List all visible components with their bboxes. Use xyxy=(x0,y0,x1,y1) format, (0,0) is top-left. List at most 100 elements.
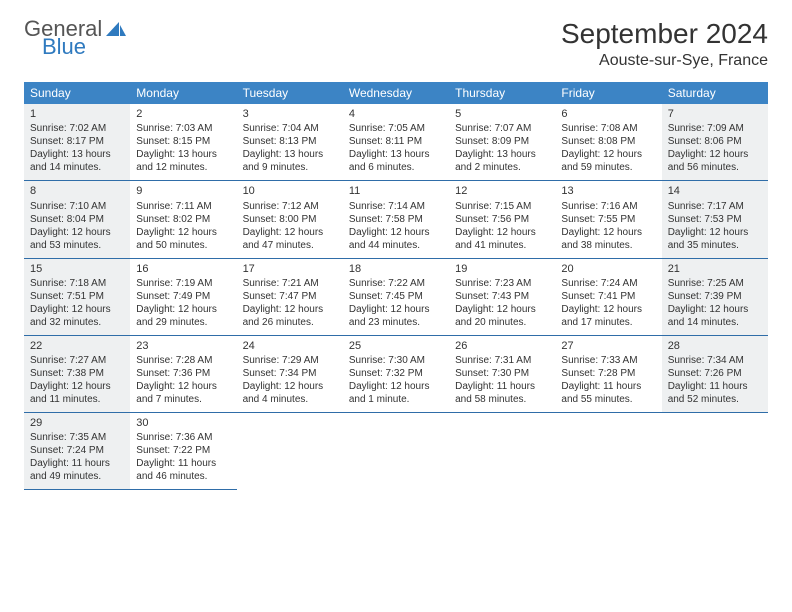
sunset-text: Sunset: 7:28 PM xyxy=(561,367,655,380)
day-number: 1 xyxy=(30,107,124,121)
day-cell: 13Sunrise: 7:16 AMSunset: 7:55 PMDayligh… xyxy=(555,181,661,258)
sunrise-text: Sunrise: 7:15 AM xyxy=(455,200,549,213)
sunrise-text: Sunrise: 7:12 AM xyxy=(243,200,337,213)
daylight-text: Daylight: 13 hours xyxy=(349,148,443,161)
daylight-text: Daylight: 12 hours xyxy=(561,303,655,316)
logo: General Blue xyxy=(24,18,126,58)
daylight-text: Daylight: 12 hours xyxy=(243,226,337,239)
day-cell: 12Sunrise: 7:15 AMSunset: 7:56 PMDayligh… xyxy=(449,181,555,258)
calendar-week-row: 15Sunrise: 7:18 AMSunset: 7:51 PMDayligh… xyxy=(24,258,768,335)
daylight-text: and 4 minutes. xyxy=(243,393,337,406)
day-number: 26 xyxy=(455,339,549,353)
sunrise-text: Sunrise: 7:16 AM xyxy=(561,200,655,213)
sunset-text: Sunset: 8:15 PM xyxy=(136,135,230,148)
sunrise-text: Sunrise: 7:02 AM xyxy=(30,122,124,135)
logo-sail-icon xyxy=(106,22,126,36)
daylight-text: and 41 minutes. xyxy=(455,239,549,252)
weekday-header: Thursday xyxy=(449,82,555,104)
sunset-text: Sunset: 7:45 PM xyxy=(349,290,443,303)
day-number: 8 xyxy=(30,184,124,198)
sunrise-text: Sunrise: 7:04 AM xyxy=(243,122,337,135)
sunset-text: Sunset: 7:43 PM xyxy=(455,290,549,303)
sunset-text: Sunset: 7:41 PM xyxy=(561,290,655,303)
header: General Blue September 2024 Aouste-sur-S… xyxy=(24,18,768,70)
daylight-text: Daylight: 13 hours xyxy=(136,148,230,161)
sunset-text: Sunset: 8:06 PM xyxy=(668,135,762,148)
empty-cell xyxy=(449,413,555,490)
day-number: 9 xyxy=(136,184,230,198)
day-number: 3 xyxy=(243,107,337,121)
daylight-text: and 14 minutes. xyxy=(668,316,762,329)
sunrise-text: Sunrise: 7:21 AM xyxy=(243,277,337,290)
daylight-text: and 12 minutes. xyxy=(136,161,230,174)
empty-cell xyxy=(237,413,343,490)
day-number: 10 xyxy=(243,184,337,198)
sunrise-text: Sunrise: 7:29 AM xyxy=(243,354,337,367)
sunrise-text: Sunrise: 7:24 AM xyxy=(561,277,655,290)
day-number: 4 xyxy=(349,107,443,121)
weekday-header: Tuesday xyxy=(237,82,343,104)
daylight-text: and 46 minutes. xyxy=(136,470,230,483)
day-number: 16 xyxy=(136,262,230,276)
daylight-text: and 32 minutes. xyxy=(30,316,124,329)
daylight-text: and 49 minutes. xyxy=(30,470,124,483)
day-cell: 5Sunrise: 7:07 AMSunset: 8:09 PMDaylight… xyxy=(449,104,555,181)
weekday-header: Sunday xyxy=(24,82,130,104)
empty-cell xyxy=(343,413,449,490)
day-number: 23 xyxy=(136,339,230,353)
weekday-header: Wednesday xyxy=(343,82,449,104)
day-number: 6 xyxy=(561,107,655,121)
daylight-text: Daylight: 12 hours xyxy=(243,380,337,393)
calendar-week-row: 1Sunrise: 7:02 AMSunset: 8:17 PMDaylight… xyxy=(24,104,768,181)
daylight-text: Daylight: 11 hours xyxy=(668,380,762,393)
sunset-text: Sunset: 7:49 PM xyxy=(136,290,230,303)
day-cell: 7Sunrise: 7:09 AMSunset: 8:06 PMDaylight… xyxy=(662,104,768,181)
sunset-text: Sunset: 8:02 PM xyxy=(136,213,230,226)
sunset-text: Sunset: 8:08 PM xyxy=(561,135,655,148)
day-cell: 23Sunrise: 7:28 AMSunset: 7:36 PMDayligh… xyxy=(130,335,236,412)
daylight-text: Daylight: 12 hours xyxy=(136,226,230,239)
day-number: 15 xyxy=(30,262,124,276)
daylight-text: Daylight: 12 hours xyxy=(455,226,549,239)
sunrise-text: Sunrise: 7:34 AM xyxy=(668,354,762,367)
daylight-text: and 47 minutes. xyxy=(243,239,337,252)
daylight-text: Daylight: 12 hours xyxy=(349,303,443,316)
title-block: September 2024 Aouste-sur-Sye, France xyxy=(561,18,768,70)
day-number: 24 xyxy=(243,339,337,353)
sunrise-text: Sunrise: 7:14 AM xyxy=(349,200,443,213)
daylight-text: Daylight: 12 hours xyxy=(349,226,443,239)
daylight-text: and 53 minutes. xyxy=(30,239,124,252)
sunset-text: Sunset: 8:13 PM xyxy=(243,135,337,148)
daylight-text: Daylight: 11 hours xyxy=(455,380,549,393)
day-cell: 9Sunrise: 7:11 AMSunset: 8:02 PMDaylight… xyxy=(130,181,236,258)
day-cell: 11Sunrise: 7:14 AMSunset: 7:58 PMDayligh… xyxy=(343,181,449,258)
day-number: 18 xyxy=(349,262,443,276)
location: Aouste-sur-Sye, France xyxy=(561,52,768,70)
calendar-header-row: SundayMondayTuesdayWednesdayThursdayFrid… xyxy=(24,82,768,104)
sunrise-text: Sunrise: 7:18 AM xyxy=(30,277,124,290)
daylight-text: Daylight: 13 hours xyxy=(30,148,124,161)
day-number: 30 xyxy=(136,416,230,430)
daylight-text: and 17 minutes. xyxy=(561,316,655,329)
day-cell: 18Sunrise: 7:22 AMSunset: 7:45 PMDayligh… xyxy=(343,258,449,335)
sunrise-text: Sunrise: 7:31 AM xyxy=(455,354,549,367)
day-cell: 22Sunrise: 7:27 AMSunset: 7:38 PMDayligh… xyxy=(24,335,130,412)
sunset-text: Sunset: 8:11 PM xyxy=(349,135,443,148)
day-cell: 8Sunrise: 7:10 AMSunset: 8:04 PMDaylight… xyxy=(24,181,130,258)
sunset-text: Sunset: 7:53 PM xyxy=(668,213,762,226)
daylight-text: Daylight: 11 hours xyxy=(30,457,124,470)
logo-word2: Blue xyxy=(42,36,86,58)
day-number: 29 xyxy=(30,416,124,430)
day-cell: 2Sunrise: 7:03 AMSunset: 8:15 PMDaylight… xyxy=(130,104,236,181)
day-cell: 28Sunrise: 7:34 AMSunset: 7:26 PMDayligh… xyxy=(662,335,768,412)
day-cell: 27Sunrise: 7:33 AMSunset: 7:28 PMDayligh… xyxy=(555,335,661,412)
day-number: 12 xyxy=(455,184,549,198)
weekday-header: Monday xyxy=(130,82,236,104)
daylight-text: Daylight: 12 hours xyxy=(668,226,762,239)
daylight-text: Daylight: 12 hours xyxy=(668,303,762,316)
month-title: September 2024 xyxy=(561,18,768,50)
day-cell: 17Sunrise: 7:21 AMSunset: 7:47 PMDayligh… xyxy=(237,258,343,335)
sunrise-text: Sunrise: 7:33 AM xyxy=(561,354,655,367)
daylight-text: and 9 minutes. xyxy=(243,161,337,174)
day-cell: 24Sunrise: 7:29 AMSunset: 7:34 PMDayligh… xyxy=(237,335,343,412)
